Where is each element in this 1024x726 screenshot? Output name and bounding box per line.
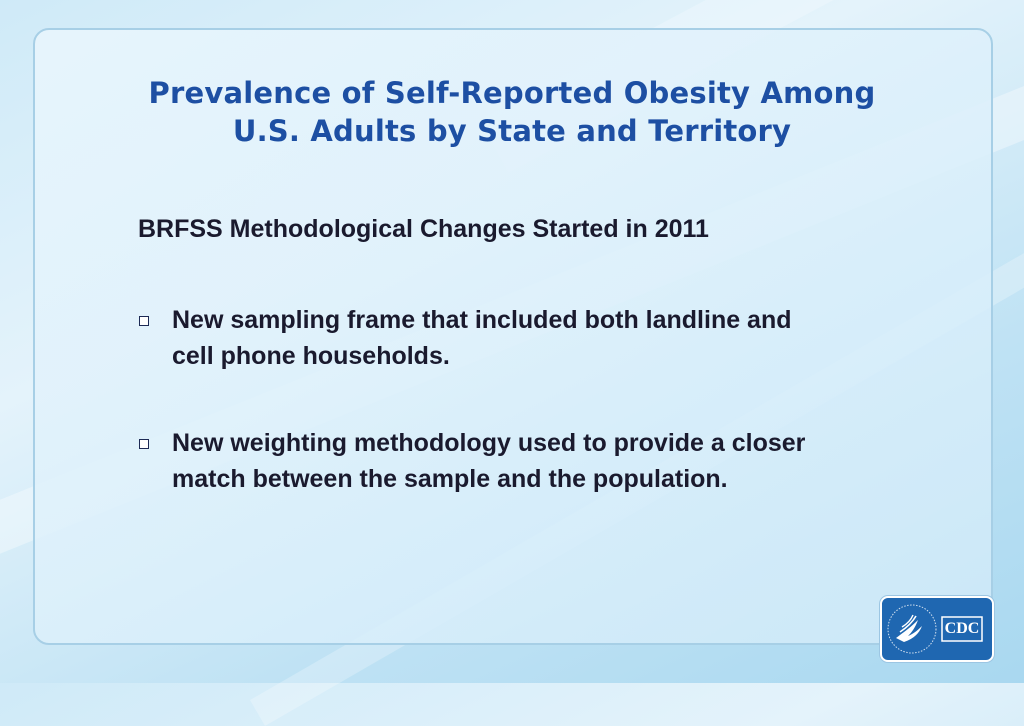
slide-subheading: BRFSS Methodological Changes Started in … — [138, 215, 709, 243]
bullet-text-line: New sampling frame that included both la… — [172, 306, 792, 334]
bullet-text-line: cell phone households. — [172, 342, 450, 370]
bullet-text: New sampling frame that included both la… — [172, 302, 859, 374]
square-bullet-icon — [139, 439, 149, 449]
hhs-eagle-icon — [887, 604, 983, 654]
cdc-logo-label: CDC — [944, 620, 980, 637]
cdc-logo: CDC — [880, 596, 994, 662]
bullet-item: New weighting methodology used to provid… — [139, 425, 859, 497]
bullet-item: New sampling frame that included both la… — [139, 302, 859, 374]
bullet-text: New weighting methodology used to provid… — [172, 425, 859, 497]
slide-panel — [33, 28, 993, 645]
bullet-text-line: match between the sample and the populat… — [172, 465, 728, 493]
title-line-2: U.S. Adults by State and Territory — [232, 114, 792, 148]
slide-title: Prevalence of Self-Reported Obesity Amon… — [0, 74, 1024, 150]
title-line-1: Prevalence of Self-Reported Obesity Amon… — [148, 76, 876, 110]
square-bullet-icon — [139, 316, 149, 326]
bullet-text-line: New weighting methodology used to provid… — [172, 429, 806, 457]
